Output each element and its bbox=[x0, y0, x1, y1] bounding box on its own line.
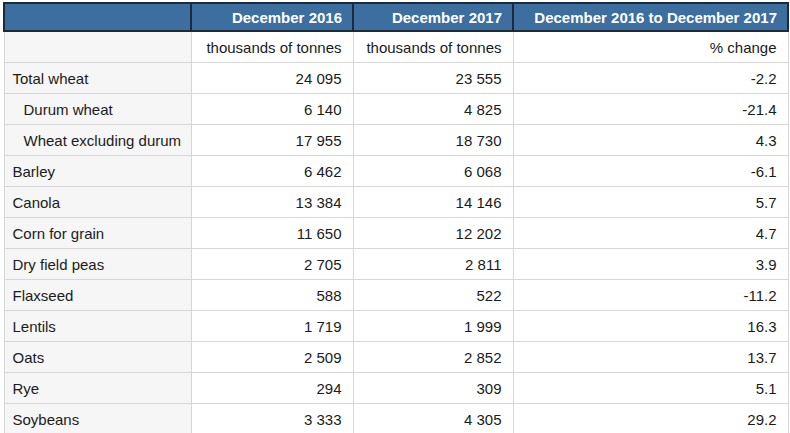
value-dec-2017: 18 730 bbox=[353, 125, 513, 156]
table-row-canola: Canola 13 384 14 146 5.7 bbox=[4, 187, 788, 218]
value-dec-2017: 2 811 bbox=[353, 249, 513, 280]
value-dec-2016: 6 140 bbox=[191, 94, 353, 125]
header-corner-empty bbox=[4, 3, 191, 31]
table-row-total-wheat: Total wheat 24 095 23 555 -2.2 bbox=[4, 63, 788, 94]
value-pct-change: 3.9 bbox=[513, 249, 788, 280]
units-dec-2016: thousands of tonnes bbox=[191, 31, 353, 63]
table-row-lentils: Lentils 1 719 1 999 16.3 bbox=[4, 311, 788, 342]
value-pct-change: 5.7 bbox=[513, 187, 788, 218]
value-pct-change: 16.3 bbox=[513, 311, 788, 342]
units-pct-change: % change bbox=[513, 31, 788, 63]
value-dec-2017: 1 999 bbox=[353, 311, 513, 342]
table-row-flaxseed: Flaxseed 588 522 -11.2 bbox=[4, 280, 788, 311]
value-dec-2017: 14 146 bbox=[353, 187, 513, 218]
value-pct-change: 13.7 bbox=[513, 342, 788, 373]
value-dec-2017: 6 068 bbox=[353, 156, 513, 187]
value-dec-2016: 2 509 bbox=[191, 342, 353, 373]
value-pct-change: 4.3 bbox=[513, 125, 788, 156]
value-pct-change: -11.2 bbox=[513, 280, 788, 311]
row-label: Rye bbox=[4, 373, 191, 404]
row-label: Lentils bbox=[4, 311, 191, 342]
table-row-wheat-excluding-durum: Wheat excluding durum 17 955 18 730 4.3 bbox=[4, 125, 788, 156]
value-dec-2016: 6 462 bbox=[191, 156, 353, 187]
value-dec-2016: 1 719 bbox=[191, 311, 353, 342]
value-dec-2016: 24 095 bbox=[191, 63, 353, 94]
value-dec-2016: 3 333 bbox=[191, 404, 353, 433]
value-dec-2017: 23 555 bbox=[353, 63, 513, 94]
value-pct-change: 5.1 bbox=[513, 373, 788, 404]
table-row-corn-for-grain: Corn for grain 11 650 12 202 4.7 bbox=[4, 218, 788, 249]
row-label: Soybeans bbox=[4, 404, 191, 433]
units-label-empty bbox=[4, 31, 191, 63]
row-label: Dry field peas bbox=[4, 249, 191, 280]
value-dec-2017: 309 bbox=[353, 373, 513, 404]
value-dec-2017: 2 852 bbox=[353, 342, 513, 373]
value-pct-change: -6.1 bbox=[513, 156, 788, 187]
header-december-2016: December 2016 bbox=[191, 3, 353, 31]
header-december-2017: December 2017 bbox=[353, 3, 513, 31]
table-row-barley: Barley 6 462 6 068 -6.1 bbox=[4, 156, 788, 187]
row-label: Barley bbox=[4, 156, 191, 187]
value-dec-2016: 294 bbox=[191, 373, 353, 404]
crop-production-table: December 2016 December 2017 December 201… bbox=[3, 2, 789, 433]
table-row-durum-wheat: Durum wheat 6 140 4 825 -21.4 bbox=[4, 94, 788, 125]
value-dec-2016: 2 705 bbox=[191, 249, 353, 280]
value-dec-2016: 17 955 bbox=[191, 125, 353, 156]
row-label: Corn for grain bbox=[4, 218, 191, 249]
table-row-dry-field-peas: Dry field peas 2 705 2 811 3.9 bbox=[4, 249, 788, 280]
table-row-soybeans: Soybeans 3 333 4 305 29.2 bbox=[4, 404, 788, 433]
row-label: Oats bbox=[4, 342, 191, 373]
value-dec-2017: 522 bbox=[353, 280, 513, 311]
table-row-rye: Rye 294 309 5.1 bbox=[4, 373, 788, 404]
header-row: December 2016 December 2017 December 201… bbox=[4, 3, 788, 31]
row-label: Durum wheat bbox=[4, 94, 191, 125]
value-dec-2017: 4 825 bbox=[353, 94, 513, 125]
value-dec-2016: 13 384 bbox=[191, 187, 353, 218]
row-label: Flaxseed bbox=[4, 280, 191, 311]
units-row: thousands of tonnes thousands of tonnes … bbox=[4, 31, 788, 63]
units-dec-2017: thousands of tonnes bbox=[353, 31, 513, 63]
value-dec-2017: 12 202 bbox=[353, 218, 513, 249]
row-label: Total wheat bbox=[4, 63, 191, 94]
value-dec-2016: 588 bbox=[191, 280, 353, 311]
header-change-period: December 2016 to December 2017 bbox=[513, 3, 788, 31]
table-row-oats: Oats 2 509 2 852 13.7 bbox=[4, 342, 788, 373]
value-pct-change: 4.7 bbox=[513, 218, 788, 249]
row-label: Wheat excluding durum bbox=[4, 125, 191, 156]
value-pct-change: 29.2 bbox=[513, 404, 788, 433]
value-pct-change: -2.2 bbox=[513, 63, 788, 94]
value-dec-2017: 4 305 bbox=[353, 404, 513, 433]
value-pct-change: -21.4 bbox=[513, 94, 788, 125]
value-dec-2016: 11 650 bbox=[191, 218, 353, 249]
row-label: Canola bbox=[4, 187, 191, 218]
